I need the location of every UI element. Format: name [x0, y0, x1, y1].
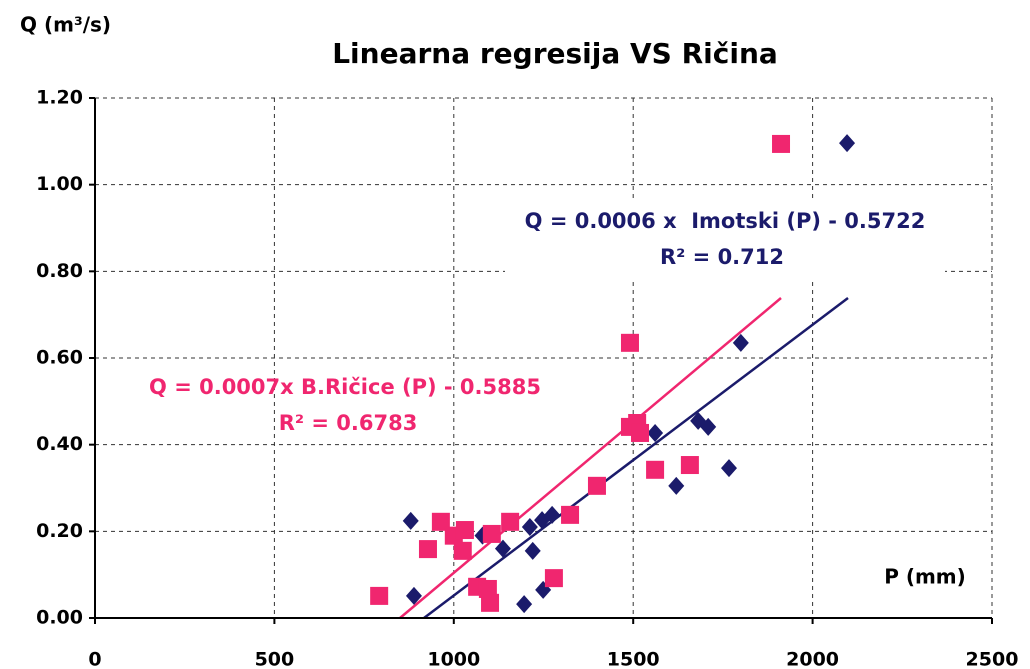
- point: [494, 539, 511, 558]
- annotation: R² = 0.6783: [279, 411, 418, 435]
- x-axis-label: P (mm): [884, 565, 966, 589]
- chart-title: Linearna regresija VS Ričina: [332, 37, 778, 70]
- x-tick-label: 0: [88, 649, 101, 669]
- point: [405, 586, 422, 605]
- y-tick-label: 0.40: [36, 433, 83, 455]
- y-tick-label: 0.00: [36, 607, 83, 629]
- trend-line: [423, 297, 849, 619]
- point: [772, 134, 791, 153]
- x-tick-label: 500: [255, 649, 295, 669]
- point: [478, 579, 497, 598]
- point: [561, 505, 580, 524]
- annotation-bg: [505, 200, 945, 278]
- point: [453, 541, 472, 560]
- trend-line: [399, 297, 782, 619]
- point: [370, 586, 389, 605]
- y-tick-label: 1.20: [36, 87, 83, 109]
- point: [524, 541, 541, 560]
- point: [732, 333, 749, 352]
- point: [455, 521, 474, 540]
- y-tick-label: 0.80: [36, 260, 83, 282]
- point: [521, 518, 538, 536]
- point: [620, 333, 639, 352]
- point: [647, 423, 664, 442]
- y-tick-label: 1.00: [36, 173, 83, 195]
- point: [680, 456, 699, 475]
- point: [544, 569, 563, 588]
- point: [482, 524, 501, 543]
- point: [587, 476, 606, 495]
- point: [516, 595, 533, 614]
- point: [534, 511, 551, 530]
- point: [720, 459, 737, 478]
- point: [418, 540, 437, 559]
- point: [402, 511, 419, 530]
- y-tick-label: 0.20: [36, 520, 83, 542]
- annotation: Q = 0.0007x B.Ričice (P) - 0.5885: [149, 375, 541, 399]
- point: [501, 512, 520, 531]
- x-tick-label: 2500: [966, 649, 1019, 669]
- annotation: R² = 0.712: [660, 245, 784, 269]
- point: [431, 512, 450, 531]
- x-tick-label: 1000: [427, 649, 480, 669]
- annotation: Q = 0.0006 x Imotski (P) - 0.5722: [525, 209, 926, 233]
- point: [544, 505, 561, 524]
- point: [646, 460, 665, 479]
- x-tick-label: 2000: [786, 649, 839, 669]
- point: [481, 593, 500, 612]
- x-tick-label: 1500: [607, 649, 660, 669]
- point: [700, 417, 717, 436]
- point: [668, 476, 685, 495]
- y-tick-label: 0.60: [36, 347, 83, 369]
- point: [631, 423, 650, 442]
- point: [839, 134, 856, 153]
- y-axis-label: Q (m³/s): [20, 13, 111, 37]
